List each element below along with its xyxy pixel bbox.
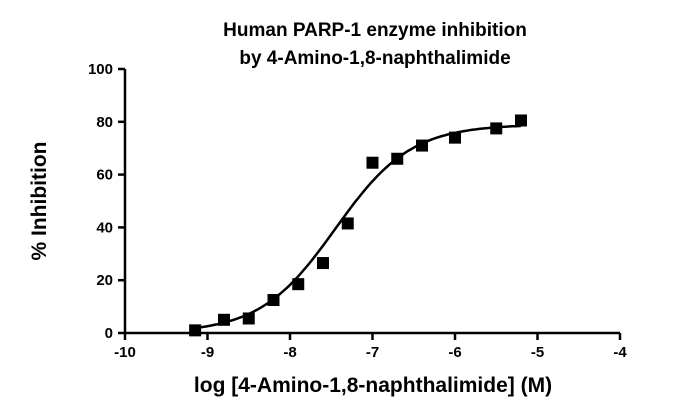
fit-curve-layer: [194, 124, 522, 330]
data-point: [189, 324, 202, 337]
x-tick-label: -9: [201, 344, 214, 361]
y-tick-label: 0: [105, 325, 113, 342]
fit-curve: [194, 124, 522, 330]
data-point: [391, 152, 404, 165]
x-tick-label: -8: [283, 344, 296, 361]
data-point: [490, 122, 503, 135]
y-tick-label: 40: [96, 219, 113, 236]
data-point: [267, 294, 280, 306]
chart-axes: 0 20 40 60 80 100 -10 -9 -8 -7 -6 -5 -4: [88, 61, 627, 361]
data-point: [292, 278, 305, 291]
x-tick-label: -10: [114, 344, 136, 361]
y-axis-title: % Inhibition: [28, 142, 51, 261]
data-point: [218, 313, 230, 326]
y-tick-label: 80: [96, 114, 113, 131]
data-point: [341, 217, 354, 230]
y-tick-label: 60: [96, 167, 113, 184]
data-point: [366, 156, 379, 169]
y-tick-label: 20: [96, 272, 113, 289]
x-tick-label: -6: [448, 344, 461, 361]
chart-title-line-2: by 4-Amino-1,8-naphthalimide: [239, 48, 510, 69]
data-point: [449, 131, 461, 144]
x-tick-label: -5: [531, 344, 544, 361]
data-point: [317, 257, 329, 270]
data-points-layer: [189, 114, 527, 337]
data-point: [515, 114, 527, 127]
data-point: [416, 139, 428, 152]
x-axis-title: log [4-Amino-1,8-naphthalimide] (M): [194, 374, 552, 397]
x-tick-label: -7: [366, 344, 379, 361]
y-tick-label: 100: [88, 61, 113, 78]
data-point: [242, 312, 255, 325]
x-tick-label: -4: [613, 344, 627, 361]
chart-title-line-1: Human PARP-1 enzyme inhibition: [223, 20, 527, 41]
